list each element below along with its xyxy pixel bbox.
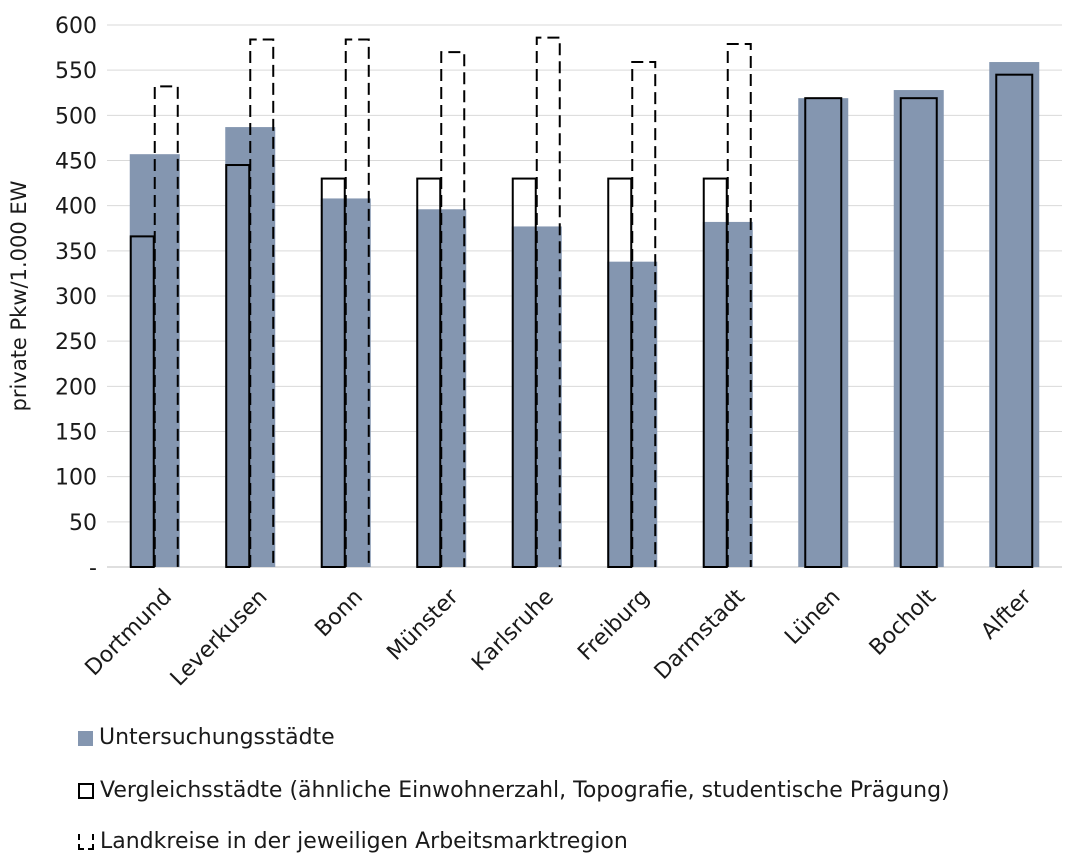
y-axis-label: private Pkw/1.000 EW — [7, 180, 31, 411]
bar-vergleichsstaedte — [995, 73, 1034, 569]
y-tick-label: 200 — [55, 375, 97, 400]
bar-landkreise — [631, 61, 657, 567]
x-tick-label: Karlsruhe — [467, 585, 559, 677]
bar-vergleichsstaedte — [607, 177, 633, 568]
legend-swatch-dashed — [78, 834, 94, 850]
y-tick-label: 400 — [55, 195, 97, 220]
y-tick-labels: - 50 100 150 200 250 300 350 400 450 500 550 600 — [55, 14, 97, 581]
bar-landkreise — [344, 38, 370, 567]
bar-landkreise — [726, 42, 752, 567]
x-tick-label: Lünen — [780, 585, 845, 650]
legend-item-landkreise: Landkreise in der jeweiligen Arbeitsmark… — [78, 829, 628, 855]
bar-vergleichsstaedte — [804, 97, 843, 568]
bar-vergleichsstaedte — [899, 97, 938, 568]
x-tick-label: Bocholt — [865, 584, 941, 660]
legend-swatch-outline — [78, 783, 94, 799]
y-tick-label: 250 — [55, 330, 97, 355]
x-tick-label: Alfter — [977, 584, 1038, 645]
x-tick-label: Leverkusen — [166, 585, 273, 692]
bar-untersuchungsstaedte — [893, 90, 944, 567]
y-tick-label: 550 — [55, 59, 97, 84]
legend-item-vergleichsstaedte: Vergleichsstädte (ähnliche Einwohnerzahl… — [78, 778, 950, 804]
y-tick-label: 450 — [55, 150, 97, 175]
y-tick-label: - — [89, 556, 97, 581]
bar-chart: - 50 100 150 200 250 300 350 400 450 500 550 600 Dor… — [7, 14, 1062, 691]
y-tick-label: 150 — [55, 421, 97, 446]
bar-landkreise — [249, 38, 275, 567]
y-tick-label: 100 — [55, 466, 97, 491]
legend-label-untersuchungsstaedte: Untersuchungsstädte — [99, 725, 335, 750]
x-tick-label: Freiburg — [573, 585, 654, 666]
bar-vergleichsstaedte — [702, 177, 728, 568]
y-tick-label: 350 — [55, 240, 97, 265]
bars — [129, 36, 1040, 569]
x-tick-label: Bonn — [310, 585, 368, 643]
bar-untersuchungsstaedte — [798, 98, 849, 568]
y-tick-label: 50 — [69, 511, 97, 536]
bar-vergleichsstaedte — [320, 177, 346, 568]
y-tick-label: 300 — [55, 285, 97, 310]
bar-vergleichsstaedte — [416, 177, 442, 568]
bar-landkreise — [535, 36, 561, 567]
x-tick-label: Münster — [382, 584, 464, 666]
x-tick-label: Dortmund — [81, 585, 177, 681]
x-tick-label: Darmstadt — [650, 584, 750, 684]
bar-landkreise — [153, 85, 179, 567]
legend-label-vergleichsstaedte: Vergleichsstädte (ähnliche Einwohnerzahl… — [100, 778, 950, 803]
legend-label-landkreise: Landkreise in der jeweiligen Arbeitsmark… — [100, 829, 628, 854]
y-tick-label: 500 — [55, 104, 97, 129]
bar-landkreise — [440, 51, 466, 567]
y-tick-label: 600 — [55, 14, 97, 39]
bar-untersuchungsstaedte — [989, 62, 1040, 567]
legend-swatch-filled — [78, 730, 93, 746]
legend-item-untersuchungsstaedte: Untersuchungsstädte — [78, 725, 335, 751]
bar-vergleichsstaedte — [511, 177, 537, 568]
